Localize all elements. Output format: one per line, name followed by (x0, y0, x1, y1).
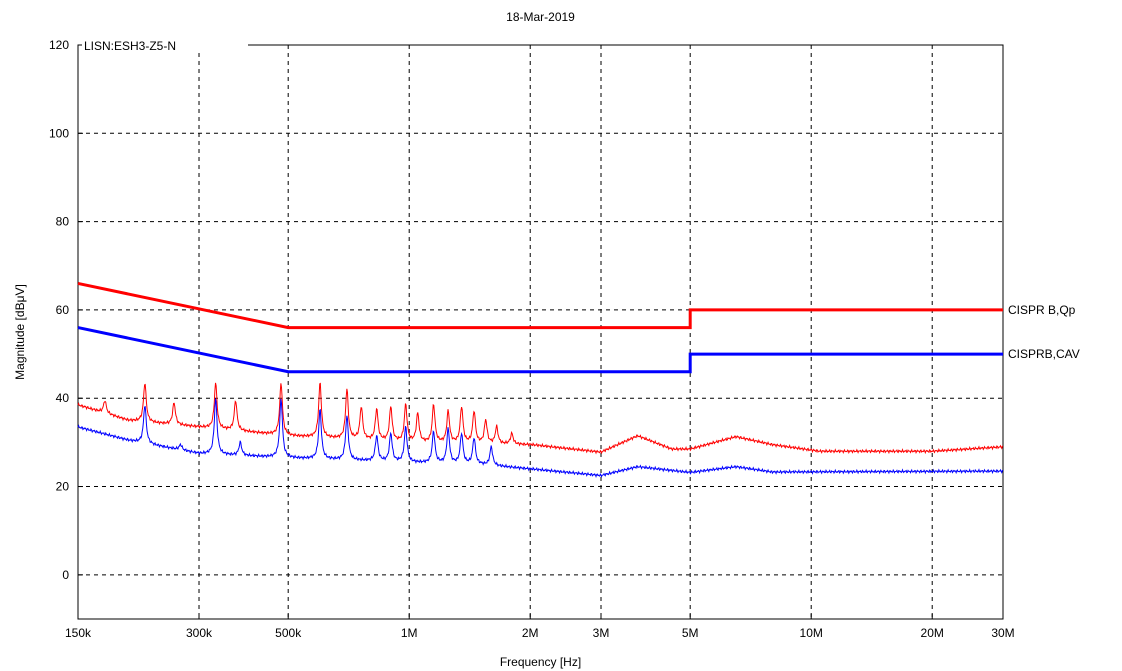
measurement-trace (77, 398, 1004, 478)
limit-line (77, 281, 1003, 330)
x-tick-label: 150k (65, 626, 92, 640)
labels: CISPR B,Qp CISPRB,CAV 18-Mar-2019 LISN:ESH3… (13, 10, 1080, 669)
measurement-trace (77, 382, 1004, 455)
y-tick-label: 80 (56, 215, 70, 229)
lisn-annotation: LISN:ESH3-Z5-N (84, 39, 176, 53)
y-tick-label: 100 (49, 126, 69, 140)
x-tick-label: 10M (800, 626, 823, 640)
y-tick-label: 0 (62, 568, 69, 582)
y-tick-label: 120 (49, 38, 69, 52)
plot-frame (77, 44, 1004, 620)
series (77, 281, 1004, 478)
x-tick-label: 20M (921, 626, 944, 640)
x-tick-label: 3M (593, 626, 610, 640)
axis-ticks: 150k 300k 500k 1M 2M 3M 5M 10M 20M 30M 0 20 40 60 80 10… (49, 38, 1015, 640)
y-axis-label: Magnitude [dBμV] (13, 284, 27, 380)
x-tick-label: 2M (522, 626, 539, 640)
x-tick-label: 5M (682, 626, 699, 640)
limit-label: CISPR B,Qp (1008, 303, 1076, 317)
x-tick-label: 300k (186, 626, 213, 640)
x-tick-label: 30M (991, 626, 1014, 640)
y-tick-label: 40 (56, 391, 70, 405)
grid (78, 45, 1003, 619)
annotation-background (82, 37, 248, 53)
x-tick-label: 1M (401, 626, 418, 640)
limit-label: CISPRB,CAV (1008, 347, 1080, 361)
limit-line (77, 326, 1003, 374)
y-tick-label: 60 (56, 303, 70, 317)
chart-title: 18-Mar-2019 (506, 10, 575, 24)
x-tick-label: 500k (275, 626, 302, 640)
y-tick-label: 20 (56, 480, 70, 494)
x-axis-label: Frequency [Hz] (500, 655, 581, 669)
